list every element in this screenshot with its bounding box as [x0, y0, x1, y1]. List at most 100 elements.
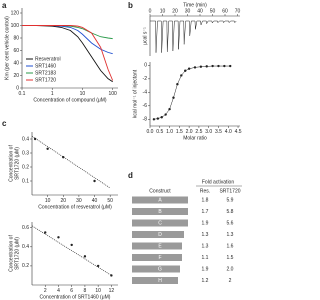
y-tick-label: 0 [16, 85, 19, 91]
x-axis-label: Concentration of SRT1460 (μM) [40, 294, 111, 300]
legend-label: SRT2183 [35, 70, 56, 76]
point [62, 156, 65, 159]
x-tick-label: 50 [107, 198, 113, 204]
x-axis-label: Concentration of resveratrol (μM) [38, 204, 112, 210]
fit-line [31, 225, 112, 276]
point [223, 64, 226, 68]
point [199, 65, 203, 68]
x-tick-label: 6 [70, 288, 73, 294]
point [83, 255, 87, 258]
fit-line [153, 65, 231, 120]
point [44, 231, 47, 234]
y-tick-label: 0.4 [22, 136, 29, 142]
y-tick-label: 0 [144, 63, 147, 69]
table-cell: 1.3 [202, 243, 209, 249]
x-tick-label: 40 [92, 198, 98, 204]
construct-bar [132, 231, 184, 238]
x-tick-label: 20 [172, 8, 178, 14]
y-axis-label: Concentration of [8, 235, 14, 272]
table-cell: 1.7 [202, 209, 209, 215]
x-tick-label: 10 [95, 288, 101, 294]
table-cell: 5.9 [227, 197, 234, 203]
x-tick-label: 70 [235, 8, 241, 14]
construct-label: F [158, 255, 161, 261]
table-subheader: SRT1720 [219, 188, 240, 194]
point [205, 65, 208, 68]
point [168, 107, 171, 111]
y-tick-label: 0.3 [22, 150, 29, 156]
y-axis-label: Concentration of [8, 145, 14, 182]
y-tick-label: -4 [143, 90, 148, 96]
x-axis-label: Time (min) [183, 2, 207, 8]
x-axis-label: Concentration of compound (μM) [33, 97, 107, 103]
x-tick-label: 1.0 [166, 129, 173, 135]
x-tick-label: 10 [160, 8, 166, 14]
y-tick-label: 40 [13, 60, 19, 66]
point [184, 69, 187, 72]
point [160, 116, 163, 119]
construct-bar [132, 254, 182, 261]
x-tick-label: 8 [84, 288, 87, 294]
construct-label: G [158, 266, 162, 272]
table-header: Fold activation [202, 179, 234, 185]
construct-label: H [158, 278, 162, 284]
point [217, 64, 220, 68]
y-tick-label: -2 [143, 76, 148, 82]
construct-bar [132, 242, 182, 250]
point [193, 66, 197, 69]
table-cell: 1.9 [202, 220, 209, 226]
point [176, 83, 179, 86]
point [229, 64, 232, 68]
point [180, 74, 183, 77]
x-tick-label: 40 [197, 8, 203, 14]
x-tick-label: 3.5 [215, 129, 222, 135]
table-cell: 1.8 [202, 197, 209, 203]
point [96, 264, 100, 268]
table-header: Construct [149, 188, 171, 194]
y-tick-label: 0.2 [22, 263, 29, 269]
x-tick-label: 10 [80, 91, 86, 97]
x-axis-label: Molar ratio [183, 135, 207, 141]
y-axis-label: kcal mol⁻¹ of injectant [132, 69, 138, 118]
table-cell: 1.3 [202, 232, 209, 238]
y-tick-label: 0.4 [22, 244, 29, 250]
point [187, 67, 191, 70]
y-tick-label: 60 [13, 48, 19, 54]
table-subheader: Res. [200, 188, 210, 194]
panel-label: a [2, 1, 7, 10]
point [110, 274, 113, 277]
fit-line [31, 135, 111, 189]
construct-label: B [158, 209, 162, 215]
x-tick-label: 0.1 [19, 91, 26, 97]
table-cell: 1.5 [227, 255, 234, 261]
y-tick-label: -8 [143, 117, 148, 123]
table-cell: 5.8 [227, 209, 234, 215]
x-tick-label: 3.0 [205, 129, 212, 135]
construct-bar [132, 265, 180, 273]
y-tick-label: 0.2 [22, 164, 29, 170]
x-tick-label: 10 [45, 198, 51, 204]
table-cell: 1.6 [227, 243, 234, 249]
y-tick-label: 80 [13, 35, 19, 41]
point [46, 147, 49, 150]
table-cell: 1.2 [202, 278, 209, 284]
table-cell: 1.1 [202, 255, 209, 261]
point [57, 236, 60, 239]
point [93, 179, 96, 183]
table-cell: 1.3 [227, 232, 234, 238]
table-cell: 5.6 [227, 220, 234, 226]
point [70, 243, 73, 247]
x-tick-label: 50 [210, 8, 216, 14]
y-tick-label: 0.6 [22, 225, 29, 231]
y-tick-label: 100 [11, 23, 20, 29]
y-tick-label: 120 [11, 10, 20, 16]
x-tick-label: 60 [222, 8, 228, 14]
point [172, 96, 175, 99]
line [22, 25, 113, 40]
x-tick-label: 30 [185, 8, 191, 14]
legend-label: Resveratrol [35, 56, 61, 62]
construct-label: E [158, 243, 162, 249]
y-axis-label: Km (per cent vehicle control) [4, 16, 10, 80]
construct-label: A [158, 197, 162, 203]
